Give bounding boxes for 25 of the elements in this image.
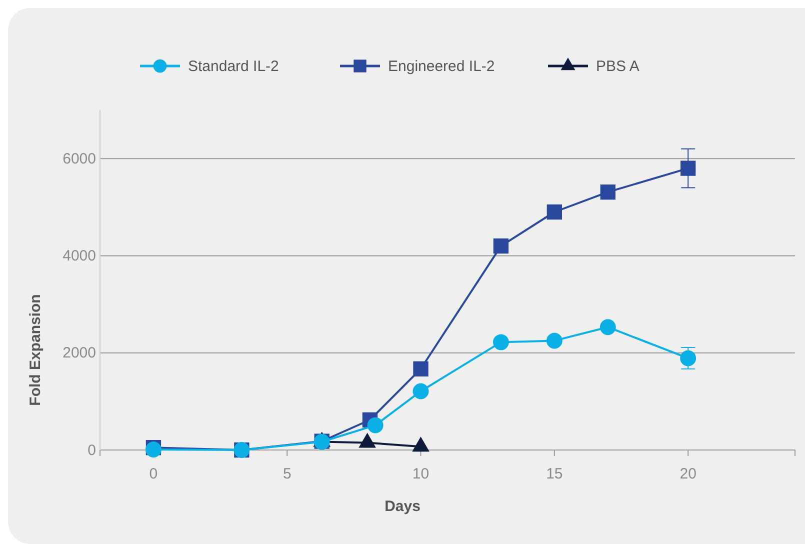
y-axis-title: Fold Expansion	[27, 294, 44, 406]
point	[412, 383, 429, 400]
point	[492, 334, 509, 350]
x-tick-label: 0	[149, 466, 158, 483]
y-tick-label: 2000	[62, 344, 96, 362]
y-tick-label: 4000	[62, 248, 96, 265]
point	[367, 417, 384, 434]
x-tick-label: 10	[412, 466, 430, 483]
x-tick-label: 20	[680, 466, 696, 483]
y-tick-label: 0	[88, 442, 96, 459]
point	[546, 204, 562, 220]
x-tick-label: 5	[282, 466, 292, 483]
point	[493, 238, 509, 254]
point	[413, 361, 428, 376]
x-axis-title: Days	[384, 498, 420, 515]
y-tick-label: 6000	[62, 150, 96, 168]
point	[680, 160, 696, 176]
point	[600, 319, 616, 336]
legend-label: Standard IL-2	[188, 58, 279, 75]
point	[680, 350, 696, 366]
point	[546, 332, 562, 349]
legend-label: PBS A	[596, 58, 640, 75]
x-tick-label: 15	[546, 466, 563, 483]
legend-label: Engineered IL-2	[388, 58, 495, 75]
point	[600, 184, 616, 200]
